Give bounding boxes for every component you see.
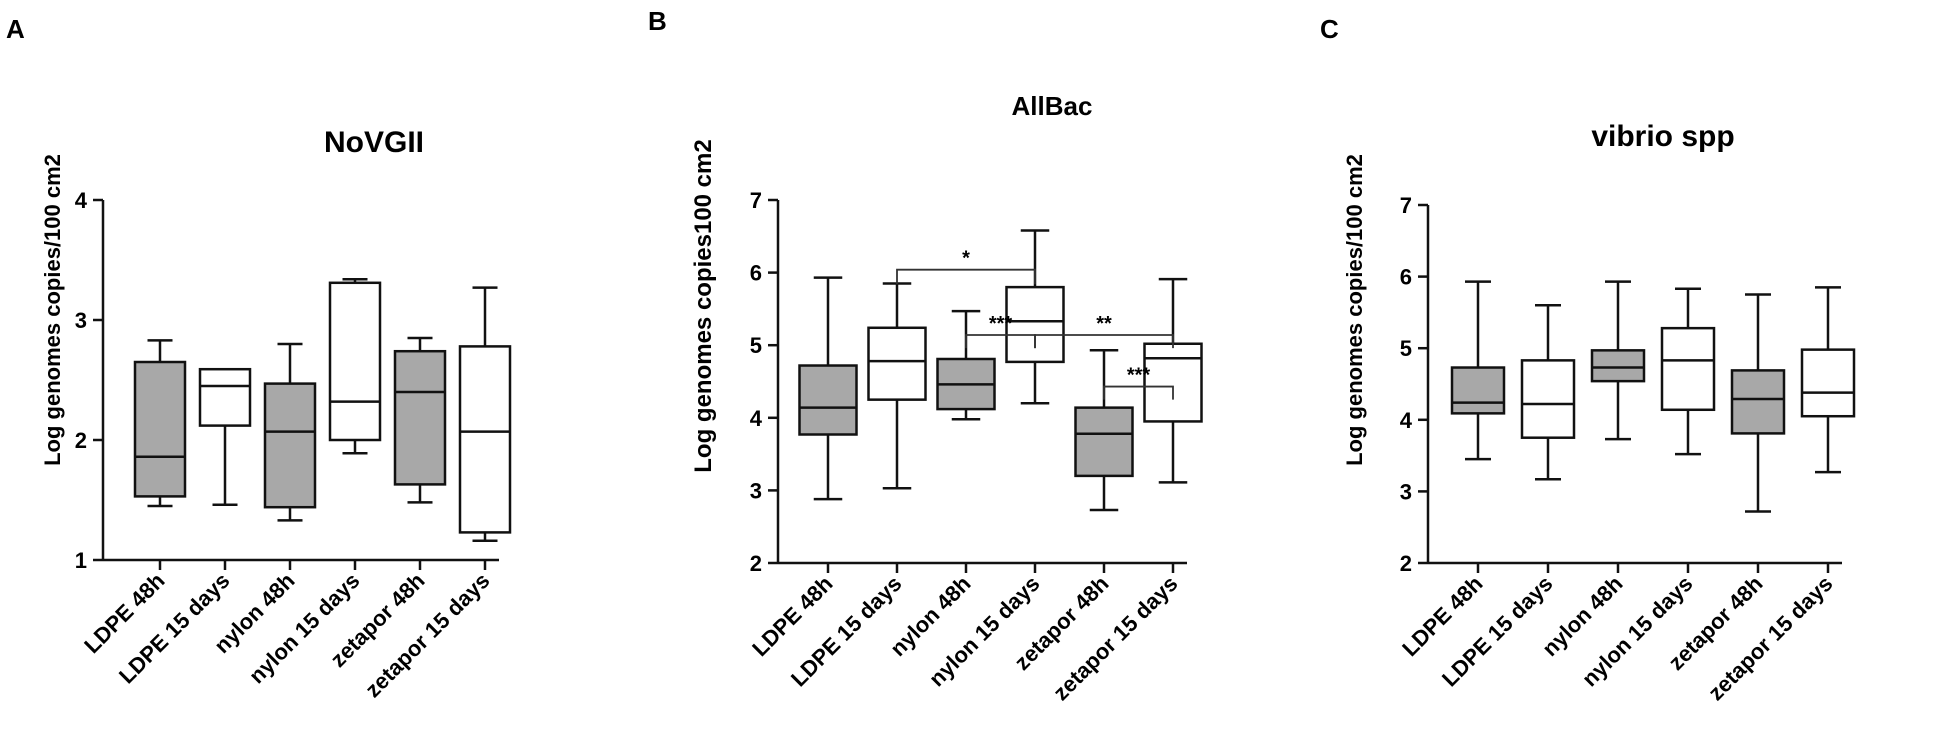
significance-label: * [962, 248, 970, 270]
box-plot-0 [133, 339, 187, 508]
box-plot-2 [936, 309, 996, 421]
significance-label: ** [1096, 313, 1112, 335]
chart-title: vibrio spp [1591, 120, 1734, 153]
panel-b: B AllBac Log genomes copies100 cm2 2 3 4 5 6… [648, 6, 1203, 705]
box-iqr [133, 360, 187, 498]
y-tick-label: 4 [75, 188, 88, 213]
y-tick-label: 3 [750, 478, 762, 503]
box-iqr [1590, 349, 1646, 383]
box-iqr [393, 349, 447, 486]
bracket-line [1103, 385, 1174, 400]
y-tick-label: 5 [1400, 336, 1412, 361]
y-tick-label: 3 [75, 308, 87, 333]
chart-title: AllBac [1012, 91, 1093, 121]
box-iqr [1730, 369, 1786, 435]
bracket-line [896, 268, 1036, 285]
y-tick-label: 2 [75, 428, 87, 453]
x-tick-label: nylon 15 days [244, 568, 365, 689]
panel-label: B [648, 6, 667, 36]
box-plot-5 [458, 286, 512, 543]
significance-bracket-2: ** [1034, 313, 1174, 349]
panel-label: A [6, 14, 25, 44]
box-plot-3 [1660, 287, 1716, 456]
y-axis-label: Log genomes copies/100 cm2 [1342, 154, 1367, 466]
box-iqr [867, 326, 927, 401]
box-iqr [198, 367, 252, 427]
box-plot-4 [1074, 349, 1134, 512]
box-iqr [1074, 406, 1134, 478]
x-tick-label: zetapor 15 days [1703, 571, 1837, 705]
y-tick-label: 5 [750, 333, 762, 358]
significance-label: *** [989, 313, 1013, 335]
box-iqr [1005, 285, 1065, 364]
box-iqr [1450, 366, 1506, 415]
box-plot-1 [1520, 303, 1576, 481]
significance-bracket-0: * [896, 248, 1036, 285]
panel-label: C [1320, 14, 1339, 44]
box-plot-4 [393, 336, 447, 504]
y-tick-label: 2 [1400, 551, 1412, 576]
panel-c: C vibrio spp Log genomes copies/100 cm2 … [1320, 14, 1856, 705]
box-plot-5 [1800, 286, 1856, 474]
chart-title: NoVGII [324, 126, 424, 159]
box-plot-3 [328, 277, 382, 455]
x-tick-label: LDPE 15 days [114, 568, 235, 689]
bracket-line [1034, 334, 1174, 349]
y-tick-label: 3 [1400, 479, 1412, 504]
y-tick-label: 4 [750, 406, 763, 431]
box-plot-4 [1730, 293, 1786, 513]
box-plot-2 [1590, 280, 1646, 441]
y-axis-label: Log genomes copies/100 cm2 [40, 154, 65, 466]
y-tick-label: 4 [1400, 408, 1413, 433]
box-iqr [1660, 326, 1716, 412]
box-plot-2 [263, 342, 317, 522]
box-iqr [458, 345, 512, 534]
panel-a: A NoVGII Log genomes copies/100 cm2 1 2 3 4… [6, 14, 512, 702]
box-iqr [263, 382, 317, 509]
box-plot-0 [798, 276, 858, 501]
box-iqr [1520, 359, 1576, 439]
box-iqr [1800, 348, 1856, 418]
box-plot-3 [1005, 229, 1065, 405]
y-tick-label: 6 [1400, 265, 1412, 290]
box-plot-5 [1143, 277, 1203, 484]
y-tick-label: 7 [750, 188, 762, 213]
box-plot-0 [1450, 280, 1506, 461]
box-plot-1 [198, 367, 252, 507]
x-tick-label: zetapor 15 days [1048, 571, 1182, 705]
significance-label: *** [1127, 365, 1151, 387]
box-plot-1 [867, 282, 927, 490]
y-tick-label: 7 [1400, 193, 1412, 218]
x-tick-label: zetapor 15 days [360, 568, 494, 702]
y-tick-label: 2 [750, 551, 762, 576]
y-axis-label: Log genomes copies100 cm2 [690, 139, 717, 472]
significance-bracket-3: *** [1103, 365, 1174, 400]
box-iqr [328, 281, 382, 442]
y-tick-label: 6 [750, 261, 762, 286]
box-iqr [798, 364, 858, 436]
y-tick-label: 1 [75, 548, 87, 573]
box-iqr [1143, 342, 1203, 423]
